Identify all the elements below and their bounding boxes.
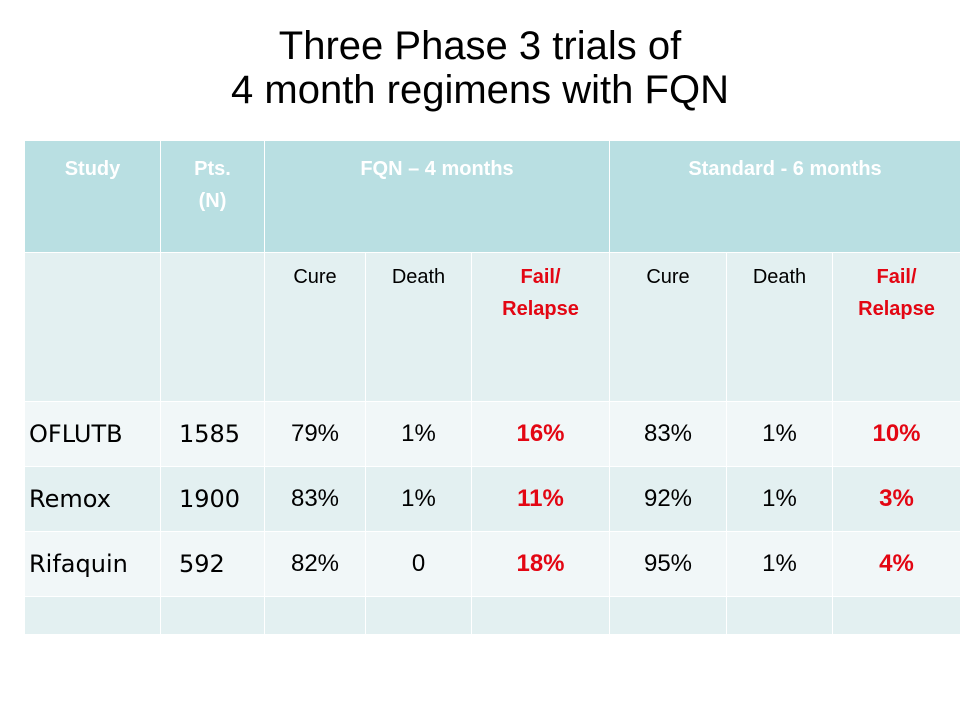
title-line-1: Three Phase 3 trials of (278, 24, 682, 68)
table-row: OFLUTB 1585 79% 1% 16% 83% 1% 10% (24, 401, 960, 467)
table-row: Rifaquin 592 82% 0 18% 95% 1% 4% (24, 531, 960, 597)
empty-cell (264, 596, 366, 635)
header-study: Study (24, 140, 161, 253)
fqn-cure-value: 83% (264, 466, 366, 532)
header-fqn: FQN – 4 months (264, 140, 610, 253)
std-fail-label-line-2: Relapse (858, 298, 935, 320)
patients-count: 1900 (160, 466, 265, 532)
fqn-death-value: 0 (365, 531, 472, 597)
subheader-empty-pts (160, 252, 265, 402)
subheader-row: Cure Death Fail/ Relapse Cure Death Fail… (24, 252, 960, 402)
slide-title: Three Phase 3 trials of 4 month regimens… (0, 24, 960, 112)
empty-cell (471, 596, 610, 635)
fqn-fail-label-line-2: Relapse (502, 298, 579, 320)
empty-cell (831, 596, 960, 635)
header-standard: Standard - 6 months (608, 140, 960, 253)
study-name: OFLUTB (24, 401, 161, 467)
header-pts: Pts. (N) (160, 140, 265, 253)
std-death-value: 1% (726, 466, 833, 532)
empty-cell (160, 596, 265, 635)
fqn-fail-value: 18% (471, 531, 610, 597)
patients-count: 592 (160, 531, 265, 597)
fqn-fail-label-line-1: Fail/ (520, 266, 561, 288)
std-cure-label: Cure (609, 252, 727, 402)
header-pts-line-1: Pts. (194, 158, 231, 180)
fqn-fail-label: Fail/ Relapse (471, 252, 610, 402)
std-fail-value: 4% (831, 531, 960, 597)
header-pts-line-2: (N) (198, 190, 227, 212)
patients-count: 1585 (160, 401, 265, 467)
title-line-2: 4 month regimens with FQN (231, 68, 729, 112)
fqn-death-value: 1% (365, 466, 472, 532)
fqn-cure-label: Cure (264, 252, 366, 402)
std-fail-value: 3% (831, 466, 960, 532)
std-cure-value: 92% (609, 466, 727, 532)
study-name: Rifaquin (24, 531, 161, 597)
table-row: Remox 1900 83% 1% 11% 92% 1% 3% (24, 466, 960, 532)
fqn-fail-value: 11% (471, 466, 610, 532)
std-fail-value: 10% (831, 401, 960, 467)
std-fail-label-line-1: Fail/ (876, 266, 917, 288)
empty-cell (726, 596, 833, 635)
std-cure-value: 95% (609, 531, 727, 597)
header-row: Study Pts. (N) FQN – 4 months Standard -… (24, 140, 960, 253)
std-death-value: 1% (726, 401, 833, 467)
fqn-fail-value: 16% (471, 401, 610, 467)
empty-cell (365, 596, 472, 635)
std-death-label: Death (726, 252, 833, 402)
empty-cell (24, 596, 161, 635)
std-cure-value: 83% (609, 401, 727, 467)
subheader-empty-study (24, 252, 161, 402)
fqn-cure-value: 82% (264, 531, 366, 597)
std-fail-label: Fail/ Relapse (831, 252, 960, 402)
trials-table: Study Pts. (N) FQN – 4 months Standard -… (24, 140, 960, 635)
fqn-cure-value: 79% (264, 401, 366, 467)
empty-cell (609, 596, 727, 635)
study-name: Remox (24, 466, 161, 532)
fqn-death-label: Death (365, 252, 472, 402)
std-death-value: 1% (726, 531, 833, 597)
fqn-death-value: 1% (365, 401, 472, 467)
empty-row (24, 596, 960, 635)
